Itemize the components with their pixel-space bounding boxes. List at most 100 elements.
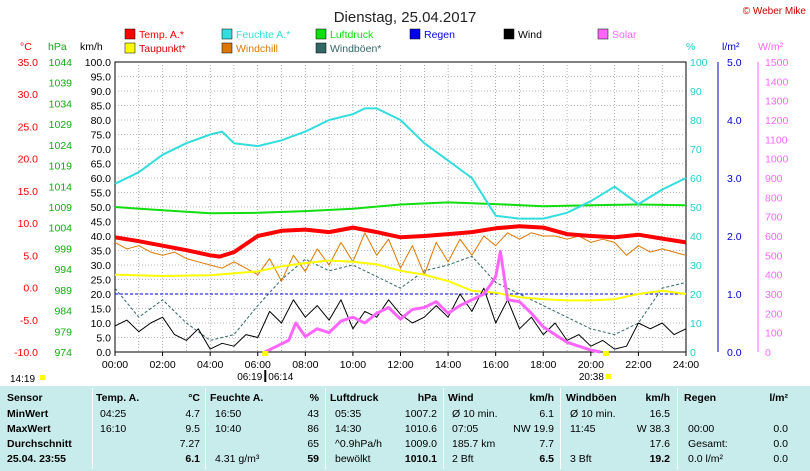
wind-axis-tick: 90.0: [91, 86, 112, 98]
legend-label: Windböen*: [330, 43, 381, 55]
rain-time: 00:00: [688, 423, 715, 435]
gust-value: 19.2: [649, 453, 670, 465]
x-tick: 16:00: [483, 359, 509, 371]
humidity-value: 86: [307, 423, 319, 435]
header-gust-unit: km/h: [645, 392, 670, 404]
legend-label: Wind: [518, 29, 542, 41]
pressure-axis-tick: 1004: [49, 223, 73, 235]
pressure-axis-tick: 1034: [49, 98, 73, 110]
temp-axis-tick: -5.0: [20, 315, 38, 327]
legend-swatch: [221, 42, 233, 54]
legend-swatch: [124, 42, 136, 54]
humidity-axis-tick: 30: [690, 260, 702, 272]
wind-axis-tick: 0.0: [96, 347, 111, 359]
header-temp: Temp. A.: [96, 392, 140, 404]
rain-value: 0.0: [773, 423, 788, 435]
pressure-time: bewölkt: [335, 453, 371, 465]
humidity-axis-tick: 20: [690, 289, 702, 301]
temp-value: 7.27: [179, 438, 200, 450]
x-tick: 02:00: [149, 359, 175, 371]
temp-axis-tick: 0.0: [23, 283, 38, 295]
series-taupunkt: [114, 259, 687, 302]
solar-axis-tick: 600: [765, 231, 783, 243]
wind-axis-tick: 60.0: [91, 173, 112, 185]
x-tick: 08:00: [292, 359, 318, 371]
pressure-value: 1009.0: [404, 438, 437, 450]
solar-axis-tick: 1000: [765, 154, 789, 166]
wind-axis-tick: 40.0: [91, 231, 112, 243]
x-tick: 00:00: [102, 359, 128, 371]
wind-axis-tick: 25.0: [91, 275, 112, 287]
series-windchill: [114, 232, 687, 282]
legend-label: Windchill: [236, 43, 278, 55]
gust-time: Ø 10 min.: [570, 408, 616, 420]
solar-axis-tick: 800: [765, 192, 783, 204]
x-tick: 14:00: [435, 359, 461, 371]
weather-chart: Dienstag, 25.04.2017 © Weber Mike Temp. …: [10, 6, 807, 385]
wind-axis-tick: 20.0: [91, 289, 112, 301]
temp-axis-tick: 20.0: [18, 154, 39, 166]
sunset-dot: [605, 374, 611, 379]
legend-label: Feuchte A.*: [236, 29, 290, 41]
humidity-unit: %: [686, 41, 695, 53]
wind-time: 185.7 km: [452, 438, 496, 450]
solar-axis-tick: 1200: [765, 115, 789, 127]
solar-axis-tick: 1100: [765, 134, 788, 146]
legend-swatch: [124, 28, 136, 40]
header-wind: Wind: [448, 392, 474, 404]
pressure-axis-tick: 1029: [49, 119, 73, 131]
humidity-axis-tick: 0: [690, 347, 696, 359]
solar-axis-tick: 1300: [765, 96, 789, 108]
sunrise-time: 06:19: [237, 372, 262, 383]
solar-unit: W/m²: [758, 41, 784, 53]
header-gust: Windböen: [566, 392, 617, 404]
series-luftdruck: [114, 201, 687, 215]
header-humidity: Feuchte A.: [210, 392, 264, 404]
axes: 35.0 30.0 25.0 20.0 15.0 10.0 5.0 0.0 -5.0 -10.0 1…: [10, 57, 789, 385]
copyright-label[interactable]: © Weber Mike: [743, 6, 807, 17]
x-tick: 20:00: [578, 359, 604, 371]
pressure-axis-tick: 989: [54, 285, 72, 297]
chart-title: Dienstag, 25.04.2017: [334, 9, 477, 26]
humidity-axis-tick: 10: [690, 318, 702, 330]
temp-axis-tick: -10.0: [14, 347, 38, 359]
legend-swatch: [315, 42, 327, 54]
rain-axis-tick: 3.0: [727, 173, 742, 185]
sunrise-marker: [262, 351, 269, 356]
humidity-time: 10:40: [215, 423, 242, 435]
wind-axis-tick: 35.0: [91, 246, 112, 258]
legend-swatch: [315, 28, 327, 40]
x-tick: 12:00: [387, 359, 413, 371]
solar-axis-tick: 0: [765, 347, 771, 359]
legend-swatch: [503, 28, 515, 40]
wind-axis-tick: 85.0: [91, 101, 112, 113]
gust-value: W 38.3: [636, 423, 670, 435]
legend-label: Regen: [424, 29, 455, 41]
x-tick: 18:00: [530, 359, 556, 371]
solar-axis-tick: 1400: [765, 76, 789, 88]
series-wind: [114, 287, 687, 350]
wind-value: 6.1: [539, 408, 554, 420]
humidity-time: 16:50: [215, 408, 242, 420]
sunset-marker: [602, 351, 609, 356]
rain-value: 0.0: [773, 438, 788, 450]
header-pressure-unit: hPa: [417, 392, 437, 404]
temp-axis-tick: 25.0: [18, 121, 39, 133]
pressure-axis-tick: 1044: [49, 57, 73, 69]
x-tick: 22:00: [625, 359, 651, 371]
x-tick: 24:00: [673, 359, 699, 371]
humidity-axis-tick: 70: [690, 144, 702, 156]
solar-axis-tick: 900: [765, 173, 783, 185]
pressure-axis-tick: 1039: [49, 78, 73, 90]
solar-axis-tick: 700: [765, 212, 783, 224]
wind-axis-tick: 30.0: [91, 260, 112, 272]
header-pressure: Luftdruck: [330, 392, 379, 404]
legend-label: Temp. A.*: [139, 29, 184, 41]
table-divider: [325, 388, 326, 469]
humidity-axis-tick: 90: [690, 86, 702, 98]
rain-time: Gesamt:: [688, 438, 728, 450]
axis-units: °C hPa km/h% l/m² W/m²: [20, 41, 784, 53]
chart-legend: Temp. A.* Feuchte A.* Luftdruck Regen Wind So…: [124, 28, 637, 55]
x-tick: 10:00: [340, 359, 366, 371]
